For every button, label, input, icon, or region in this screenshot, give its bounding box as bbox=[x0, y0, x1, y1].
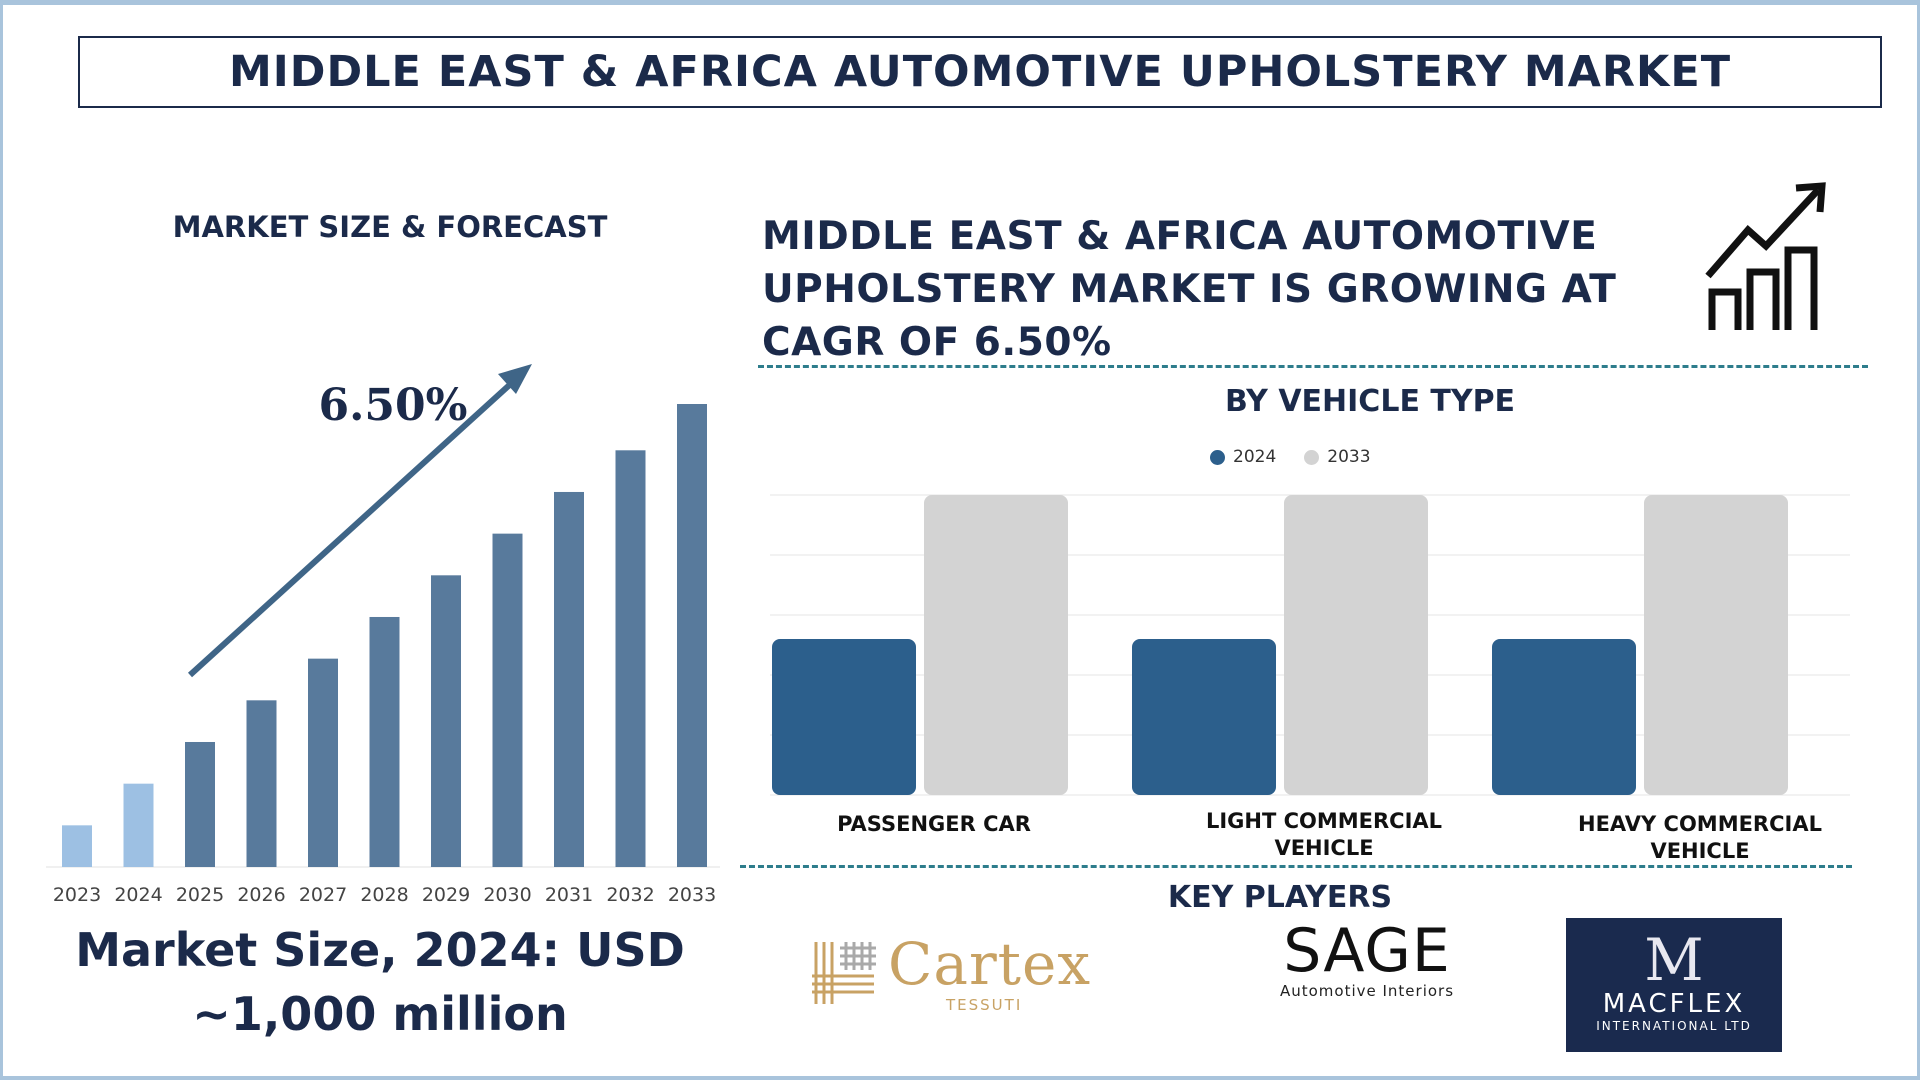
frame-right bbox=[1917, 0, 1920, 1080]
bar-2030 bbox=[492, 533, 523, 867]
legend-label-2033: 2033 bbox=[1327, 447, 1371, 467]
cartex-mark-icon bbox=[812, 942, 876, 1004]
market-size-heading: MARKET SIZE & FORECAST bbox=[172, 210, 608, 244]
macflex-monogram: M bbox=[1644, 926, 1704, 994]
market-size-line1: Market Size, 2024: USD bbox=[75, 923, 685, 977]
legend-label-2024: 2024 bbox=[1233, 447, 1277, 467]
bar-2026 bbox=[246, 700, 277, 867]
bar-2023 bbox=[62, 825, 92, 867]
bar-2024-1 bbox=[772, 639, 916, 795]
section-divider bbox=[758, 365, 1868, 368]
vehicle-type-bar-chart bbox=[770, 494, 1850, 796]
bar-2033 bbox=[677, 404, 707, 867]
macflex-logo: M MACFLEX INTERNATIONAL LTD bbox=[1566, 918, 1782, 1052]
sage-name: SAGE bbox=[1283, 916, 1451, 986]
tick-label-2023: 2023 bbox=[53, 884, 101, 906]
tick-label-2029: 2029 bbox=[422, 884, 470, 906]
frame-left bbox=[0, 0, 3, 1080]
bar-2032 bbox=[615, 450, 646, 867]
bar-2024 bbox=[123, 783, 154, 867]
tick-label-2033: 2033 bbox=[668, 884, 716, 906]
trend-arrow-head bbox=[498, 364, 532, 394]
trend-arrow-line bbox=[187, 377, 518, 678]
tick-label-2031: 2031 bbox=[545, 884, 593, 906]
bar-2031 bbox=[554, 491, 584, 867]
sage-logo: SAGE Automotive Interiors bbox=[1272, 920, 1462, 1000]
page-title: MIDDLE EAST & AFRICA AUTOMOTIVE UPHOLSTE… bbox=[78, 36, 1882, 108]
growth-bar-chart: 2023 2024 2025 2026 2027 2028 2029 2030 2031 2032… bbox=[46, 364, 720, 906]
tick-label-2024: 2024 bbox=[114, 884, 162, 906]
growth-chart-icon bbox=[1705, 182, 1826, 330]
bar-2024-2 bbox=[1132, 639, 1276, 795]
legend-dot-2024 bbox=[1210, 449, 1225, 465]
legend-dot-2033 bbox=[1304, 449, 1320, 465]
bar-2027 bbox=[308, 658, 338, 867]
category-label-heavy-commercial-vehicle: HEAVY COMMERCIAL VEHICLE bbox=[1578, 812, 1822, 863]
sage-sub: Automotive Interiors bbox=[1279, 982, 1455, 1000]
category-label-passenger-car: PASSENGER CAR bbox=[837, 812, 1031, 836]
cagr-annotation: 6.50% bbox=[319, 380, 468, 431]
frame-top bbox=[0, 0, 1920, 5]
macflex-sub: INTERNATIONAL LTD bbox=[1596, 1019, 1752, 1033]
bar-2033-1 bbox=[924, 495, 1068, 795]
tick-label-2032: 2032 bbox=[606, 884, 654, 906]
tick-label-2030: 2030 bbox=[483, 884, 531, 906]
key-players-heading: KEY PLAYERS bbox=[1167, 880, 1393, 915]
tick-label-2027: 2027 bbox=[299, 884, 347, 906]
bar-2025 bbox=[185, 741, 215, 867]
bar-2033-2 bbox=[1284, 495, 1428, 795]
cartex-name: Cartex bbox=[888, 930, 1092, 998]
legend-item-2033: 2033 bbox=[1304, 447, 1371, 467]
bar-2024-3 bbox=[1492, 639, 1636, 795]
bar-2029 bbox=[431, 575, 461, 867]
category-label-light-commercial-vehicle: LIGHT COMMERCIAL VEHICLE bbox=[1205, 809, 1443, 860]
tick-label-2028: 2028 bbox=[360, 884, 408, 906]
tick-label-2026: 2026 bbox=[237, 884, 285, 906]
vehicle-type-heading: BY VEHICLE TYPE bbox=[1224, 384, 1516, 419]
cagr-headline: MIDDLE EAST & AFRICA AUTOMOTIVE UPHOLSTE… bbox=[762, 214, 1617, 365]
bar-2033-3 bbox=[1644, 495, 1788, 795]
bar-2028 bbox=[369, 616, 400, 867]
frame-bottom bbox=[0, 1076, 1920, 1080]
market-size-text: Market Size, 2024: USD ~1,000 million bbox=[40, 918, 720, 1046]
section-divider bbox=[740, 865, 1852, 868]
chart-legend: 2024 2033 bbox=[1210, 447, 1510, 467]
market-size-line2: ~1,000 million bbox=[192, 987, 568, 1041]
tick-label-2025: 2025 bbox=[176, 884, 224, 906]
macflex-name: MACFLEX bbox=[1602, 989, 1746, 1019]
cartex-sub: TESSUTI bbox=[946, 996, 1023, 1014]
legend-item-2024: 2024 bbox=[1210, 447, 1276, 467]
cartex-logo: Cartex TESSUTI bbox=[806, 930, 1106, 1020]
